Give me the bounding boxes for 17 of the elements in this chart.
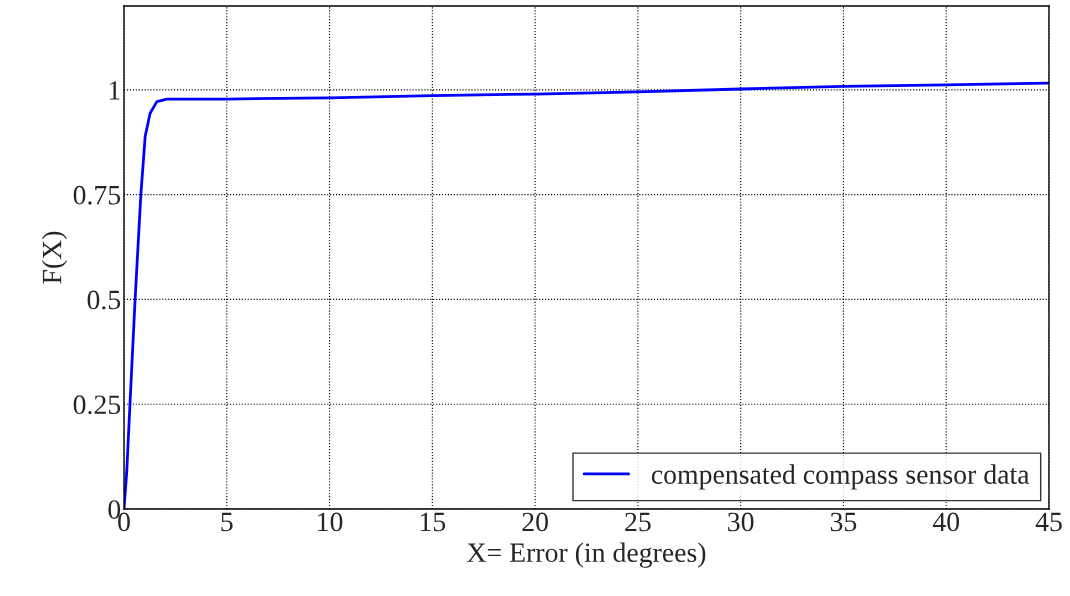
x-tick-label: 20 — [522, 512, 548, 532]
x-tick-label: 10 — [318, 512, 343, 532]
y-tick-label: 0.5 — [87, 290, 121, 310]
x-axis-title: X= Error (in degrees) — [467, 542, 706, 568]
y-tick-label: 0.75 — [73, 185, 121, 205]
x-tick-label: 40 — [932, 512, 960, 532]
x-tick-label: 5 — [221, 512, 233, 532]
y-tick-label: 1 — [109, 81, 120, 100]
x-tick-label: 30 — [728, 512, 754, 532]
y-tick-label: 0 — [108, 500, 121, 519]
x-tick-label: 45 — [1035, 512, 1062, 532]
y-axis-title: F(X) — [41, 231, 68, 284]
x-tick-label: 15 — [420, 512, 446, 532]
legend-label: compensated compass sensor data — [651, 464, 1030, 490]
x-tick-label: 25 — [625, 512, 651, 532]
x-tick-label: 35 — [830, 512, 857, 532]
y-tick-label: 0.25 — [73, 395, 121, 415]
